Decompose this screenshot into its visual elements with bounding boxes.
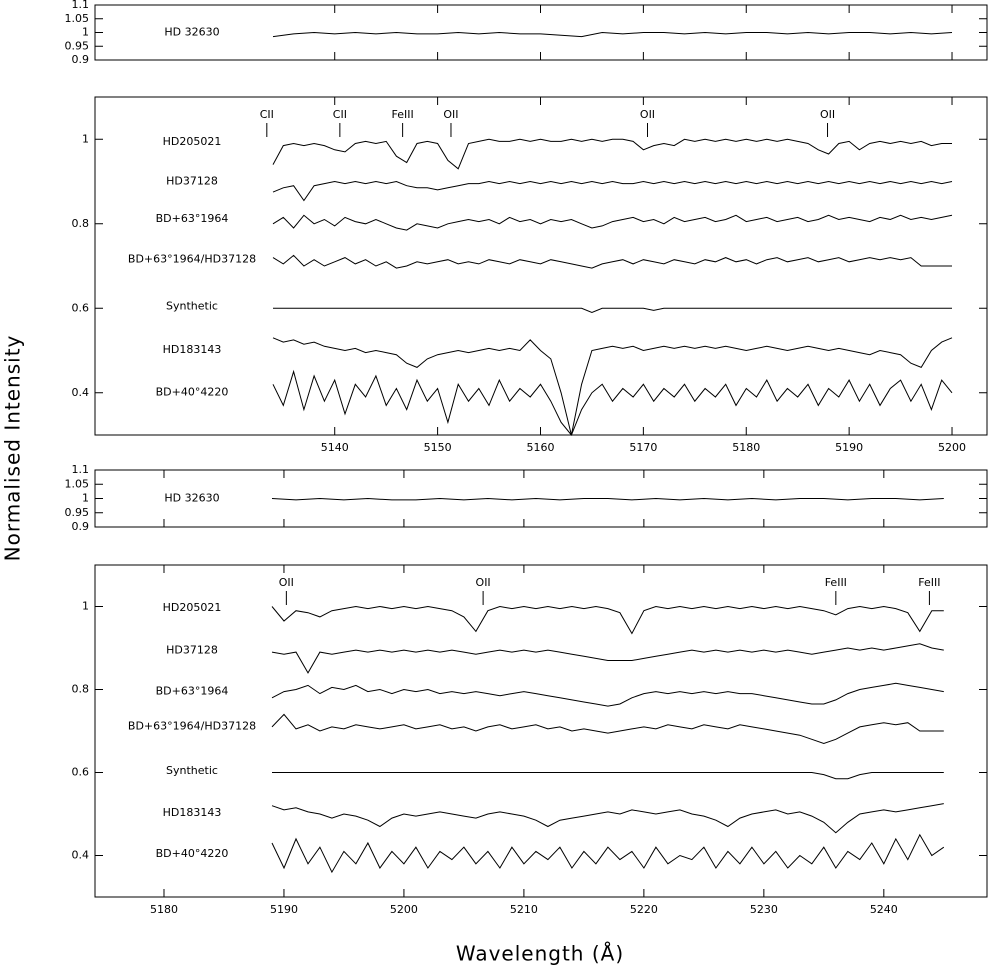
y-tick-label: 1.1 <box>72 463 90 476</box>
y-tick-label: 0.6 <box>72 301 90 314</box>
line-label: FeIII <box>392 108 414 121</box>
spectrum-line <box>272 772 944 780</box>
x-tick-label: 5180 <box>150 903 178 916</box>
y-tick-label: 1 <box>82 492 89 505</box>
x-tick-label: 5150 <box>424 441 452 454</box>
spectrum-line <box>271 833 945 874</box>
x-tick-label: 5190 <box>270 903 298 916</box>
x-tick-label: 5160 <box>526 441 554 454</box>
line-label: OII <box>640 108 655 121</box>
y-tick-label: 0.8 <box>72 683 90 696</box>
line-label: OII <box>820 108 835 121</box>
plot-frame <box>94 564 988 898</box>
series-label: HD183143 <box>163 343 222 356</box>
y-tick-label: 1.05 <box>65 477 90 490</box>
x-tick-label: 5230 <box>750 903 778 916</box>
series-label: HD 32630 <box>164 26 219 39</box>
spectrum-line <box>272 369 953 436</box>
x-tick-label: 5140 <box>321 441 349 454</box>
y-tick-label: 0.8 <box>72 217 90 230</box>
series-label: HD183143 <box>163 806 222 819</box>
x-tick-label: 5180 <box>732 441 760 454</box>
series-label: Synthetic <box>166 764 218 777</box>
spectrum-line <box>273 307 952 314</box>
spectrum-line <box>271 605 944 635</box>
line-label: OII <box>476 576 491 589</box>
x-tick-label: 5220 <box>630 903 658 916</box>
y-tick-label: 0.9 <box>72 520 90 533</box>
spectrum-line <box>271 497 944 501</box>
x-tick-label: 5200 <box>390 903 418 916</box>
spectrum-line <box>272 214 953 231</box>
series-label: HD205021 <box>163 601 222 614</box>
x-axis-label: Wavelength (Å) <box>456 942 624 966</box>
y-tick-label: 0.9 <box>72 53 90 66</box>
y-tick-label: 1.05 <box>65 12 90 25</box>
spectrum-line <box>272 180 953 202</box>
line-label: OII <box>443 108 458 121</box>
y-tick-label: 0.4 <box>72 386 90 399</box>
series-label: BD+63°1964/HD37128 <box>128 253 256 266</box>
series-label: BD+63°1964 <box>156 685 229 698</box>
series-label: BD+40°4220 <box>156 847 229 860</box>
y-tick-label: 0.95 <box>65 506 90 519</box>
spectrum-line <box>272 254 952 269</box>
y-tick-label: 1 <box>82 600 89 613</box>
x-tick-label: 5170 <box>629 441 657 454</box>
series-label: HD 32630 <box>164 492 219 505</box>
spectrum-line <box>272 31 953 38</box>
line-label: FeIII <box>918 576 940 589</box>
x-tick-label: 5240 <box>870 903 898 916</box>
spectrum-line <box>271 643 944 674</box>
y-axis-label: Normalised Intensity <box>1 335 25 562</box>
line-label: CII <box>333 108 347 121</box>
series-label: HD205021 <box>163 135 222 148</box>
x-tick-label: 5190 <box>835 441 863 454</box>
series-label: HD37128 <box>166 643 218 656</box>
y-tick-label: 1 <box>82 132 89 145</box>
line-label: OII <box>279 576 294 589</box>
spectrum-line <box>272 138 952 170</box>
spectrum-line <box>271 803 944 834</box>
y-tick-label: 0.95 <box>65 39 90 52</box>
line-label: CII <box>260 108 274 121</box>
series-label: BD+63°1964 <box>156 212 229 225</box>
series-label: BD+63°1964/HD37128 <box>128 719 256 732</box>
x-tick-label: 5200 <box>938 441 966 454</box>
plot-frame <box>94 96 988 436</box>
series-label: Synthetic <box>166 299 218 312</box>
y-tick-label: 1 <box>82 26 89 39</box>
series-label: BD+40°4220 <box>156 385 229 398</box>
x-tick-label: 5210 <box>510 903 538 916</box>
spectrum-line <box>271 713 944 745</box>
y-tick-label: 0.6 <box>72 766 90 779</box>
spectrum-line <box>271 682 944 707</box>
series-label: HD37128 <box>166 175 218 188</box>
spectrum-line <box>272 337 953 436</box>
y-tick-label: 1.1 <box>72 0 90 11</box>
y-tick-label: 0.4 <box>72 849 90 862</box>
line-label: FeIII <box>825 576 847 589</box>
